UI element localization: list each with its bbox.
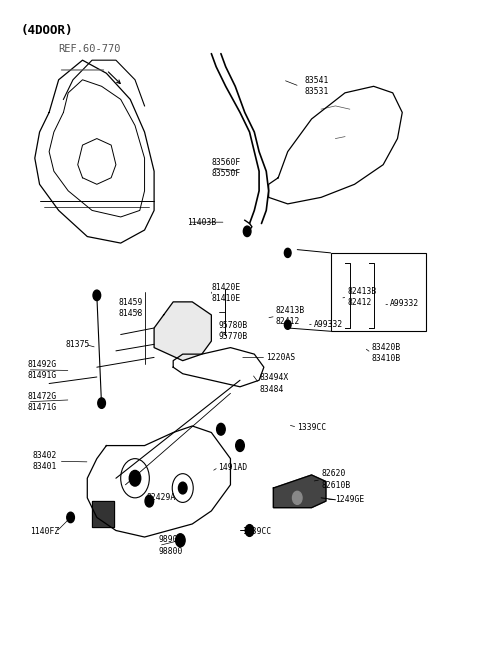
Bar [331, 253, 426, 331]
Circle shape [243, 226, 251, 237]
Circle shape [179, 482, 187, 494]
Circle shape [176, 534, 185, 547]
Text: 1491AD: 1491AD [218, 462, 248, 472]
Text: 81492G
81491G: 81492G 81491G [28, 359, 57, 380]
Text: 82413B
82412: 82413B 82412 [348, 287, 377, 307]
Text: 1339CC: 1339CC [297, 422, 326, 432]
Text: 82429A: 82429A [147, 493, 176, 502]
Text: 81472G
81471G: 81472G 81471G [28, 392, 57, 412]
Circle shape [284, 249, 291, 257]
Text: A99332: A99332 [314, 319, 343, 329]
Text: (4DOOR): (4DOOR) [21, 24, 73, 37]
Circle shape [236, 440, 244, 451]
Text: 95780B
95770B: 95780B 95770B [218, 321, 248, 341]
Text: 1249GE: 1249GE [336, 495, 365, 504]
Circle shape [129, 470, 141, 486]
Text: 82413B
82412: 82413B 82412 [276, 306, 305, 326]
Text: 1339CC: 1339CC [242, 527, 272, 537]
Text: 81459
81458: 81459 81458 [118, 298, 143, 318]
Text: 81420E
81410E: 81420E 81410E [211, 283, 240, 304]
Circle shape [93, 290, 101, 300]
Circle shape [284, 320, 291, 329]
Text: REF.60-770: REF.60-770 [59, 44, 121, 54]
Text: 81375: 81375 [66, 340, 90, 349]
Circle shape [292, 491, 302, 504]
Circle shape [67, 512, 74, 523]
Circle shape [145, 495, 154, 507]
Circle shape [216, 423, 225, 435]
Text: 83541
83531: 83541 83531 [304, 76, 329, 96]
Text: 1220AS: 1220AS [266, 353, 296, 362]
Text: 83420B
83410B: 83420B 83410B [371, 343, 400, 363]
Text: A99332: A99332 [390, 299, 420, 308]
Text: 1140FZ: 1140FZ [30, 527, 59, 537]
Text: 83494X
83484: 83494X 83484 [259, 373, 288, 394]
Text: 11403B: 11403B [188, 218, 217, 227]
Circle shape [245, 525, 254, 537]
Text: 98900
98800: 98900 98800 [159, 535, 183, 556]
Polygon shape [154, 302, 211, 361]
Polygon shape [274, 475, 326, 508]
Text: 83560F
83550F: 83560F 83550F [211, 158, 240, 178]
Polygon shape [92, 501, 114, 527]
Text: 83402
83401: 83402 83401 [33, 451, 57, 471]
Text: 82620
82610B: 82620 82610B [321, 470, 350, 489]
Circle shape [98, 398, 106, 408]
